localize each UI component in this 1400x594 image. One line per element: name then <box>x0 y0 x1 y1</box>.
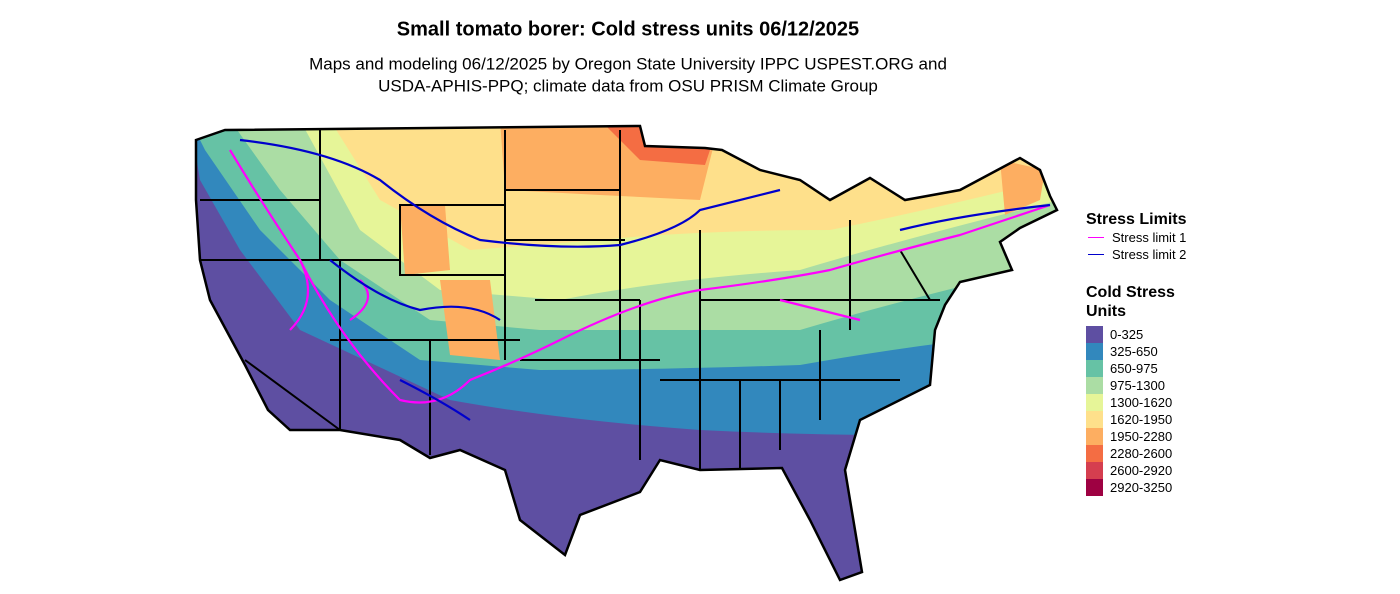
legend-cold-stress: Cold Stress Units 0-325 325-650 650-975 975… <box>1086 283 1206 496</box>
legend-items: 0-325 325-650 650-975 975-1300 1300-1620 1620… <box>1086 326 1206 496</box>
legend-row: Stress limit 1 <box>1086 229 1206 246</box>
stress-raster <box>196 126 1057 580</box>
legend-title: Stress Limits <box>1086 211 1187 228</box>
map-title: Small tomato borer: Cold stress units 06… <box>397 18 859 40</box>
legend-label: 2600-2920 <box>1110 463 1173 478</box>
legend-row: 1300-1620 <box>1086 394 1206 411</box>
legend-swatch <box>1086 479 1103 496</box>
legend-label: 0-325 <box>1110 327 1144 342</box>
legend-swatch <box>1086 411 1103 428</box>
legend-line <box>1088 237 1104 238</box>
legend-label: 1620-1950 <box>1110 412 1173 427</box>
legend-swatch <box>1086 343 1103 360</box>
legend-label: 325-650 <box>1110 344 1158 359</box>
legend-stress-limits: Stress Limits Stress limit 1 Stress limit… <box>1086 210 1206 263</box>
legend-label: 2920-3250 <box>1110 480 1173 495</box>
legend-label: Stress limit 1 <box>1112 230 1187 245</box>
legend-label: 1950-2280 <box>1110 429 1173 444</box>
legend-row: 1950-2280 <box>1086 428 1206 445</box>
legend-row: 0-325 <box>1086 326 1206 343</box>
map-subtitle: USDA-APHIS-PPQ; climate data from OSU PR… <box>378 76 878 95</box>
legend-swatch <box>1086 462 1103 479</box>
legend-row: Stress limit 2 <box>1086 246 1206 263</box>
legend-label: 975-1300 <box>1110 378 1165 393</box>
legend-swatch <box>1086 377 1103 394</box>
legend-row: 2280-2600 <box>1086 445 1206 462</box>
legend-swatch <box>1086 360 1103 377</box>
legend-row: 1620-1950 <box>1086 411 1206 428</box>
legend-row: 650-975 <box>1086 360 1206 377</box>
legend-swatch <box>1086 326 1103 343</box>
legend-label: Stress limit 2 <box>1112 247 1187 262</box>
legend-swatch <box>1086 394 1103 411</box>
map-subtitle: Maps and modeling 06/12/2025 by Oregon S… <box>309 54 947 73</box>
legend-row: 2600-2920 <box>1086 462 1206 479</box>
legend-row: 975-1300 <box>1086 377 1206 394</box>
legend-swatch <box>1086 445 1103 462</box>
legend-line <box>1088 254 1104 255</box>
legend-row: 325-650 <box>1086 343 1206 360</box>
legend-label: 2280-2600 <box>1110 446 1173 461</box>
legend-items: Stress limit 1 Stress limit 2 <box>1086 229 1206 263</box>
legend-swatch <box>1086 428 1103 445</box>
legend-row: 2920-3250 <box>1086 479 1206 496</box>
legend-title: Cold Stress Units <box>1086 284 1175 320</box>
country-border <box>194 124 1059 582</box>
legend-label: 1300-1620 <box>1110 395 1173 410</box>
stress-limit-contours <box>229 138 1051 421</box>
legend-label: 650-975 <box>1110 361 1158 376</box>
